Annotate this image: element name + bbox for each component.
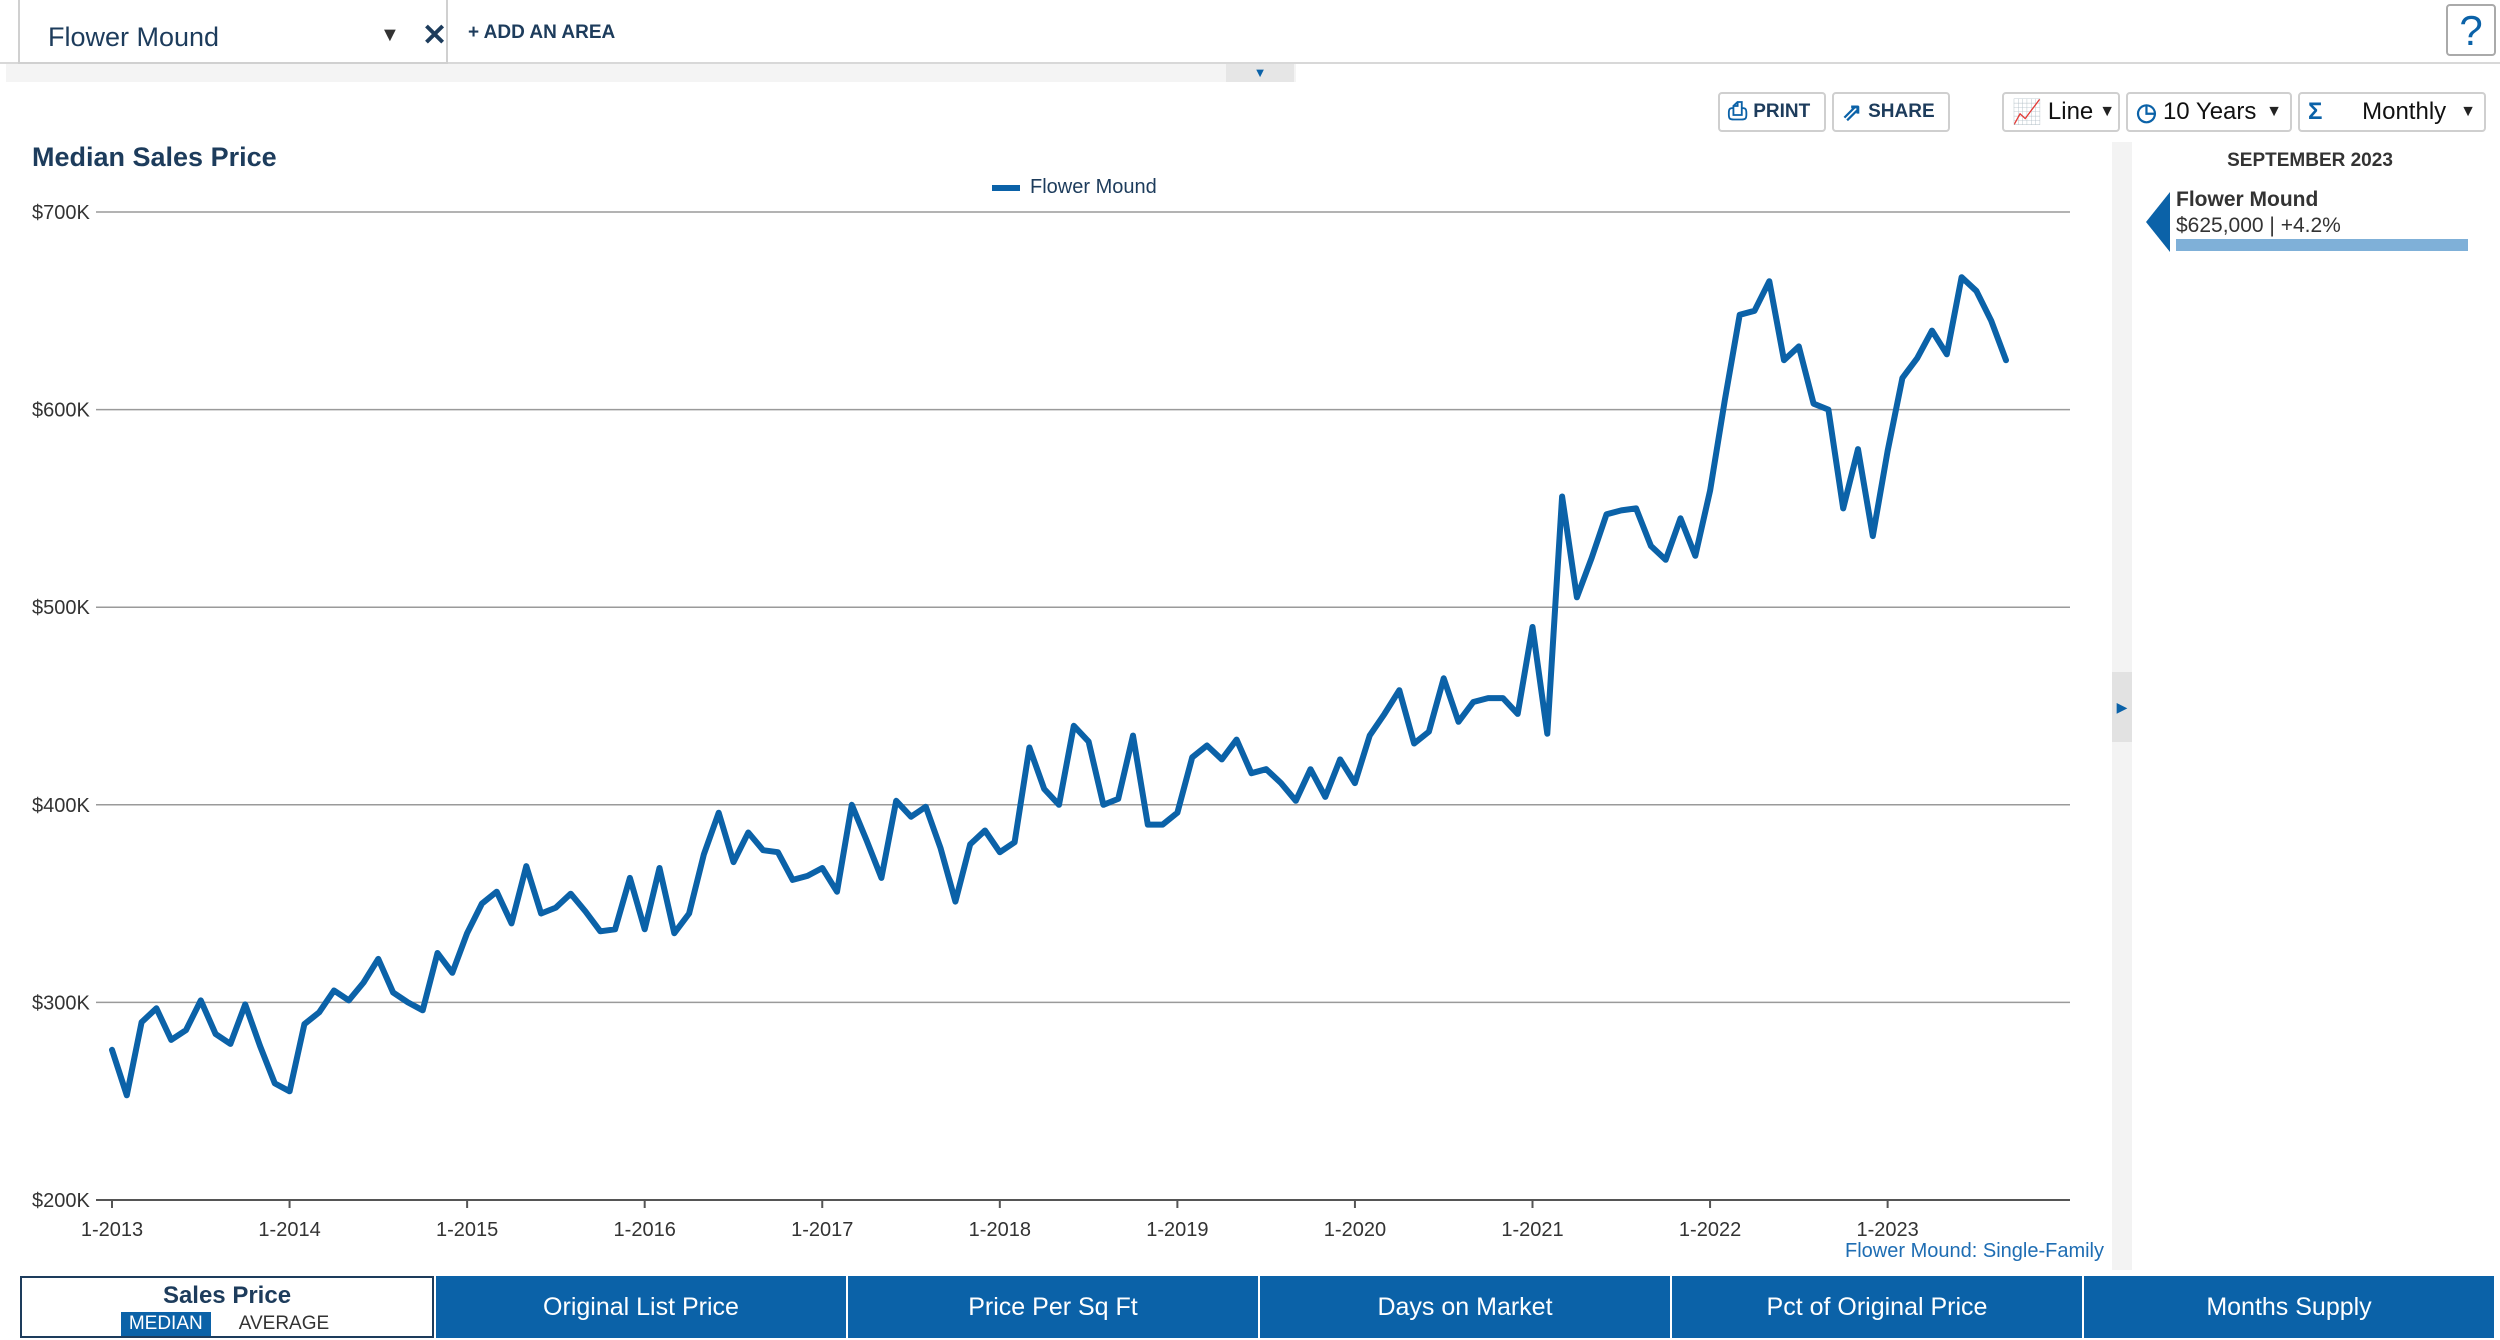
x-tick-label: 1-2016 [614, 1219, 676, 1241]
y-tick-label: $600K [32, 400, 90, 422]
print-label: PRINT [1753, 101, 1811, 122]
close-icon[interactable]: ✕ [422, 19, 448, 52]
interval-select[interactable]: Σ Monthly ▼ [2298, 92, 2486, 132]
expand-filters-toggle[interactable]: ▼ [1226, 64, 1294, 82]
tab-price-per-sq-ft[interactable]: Price Per Sq Ft [846, 1276, 1258, 1338]
x-tick-label: 1-2015 [436, 1219, 498, 1241]
side-panel-area: Flower Mound [2176, 188, 2319, 211]
interval-value: Monthly [2362, 98, 2447, 125]
y-tick-label: $400K [32, 795, 90, 817]
chevron-down-icon: ▼ [2099, 103, 2116, 120]
filter-strip [6, 64, 1296, 82]
series-line-flower-mound [109, 274, 2009, 1099]
chart-type-select[interactable]: 📈 Line ▼ [2002, 92, 2120, 132]
side-panel-toggle-strip: ▶ [2112, 142, 2132, 1270]
y-tick-label: $300K [32, 992, 90, 1014]
tab-days-on-market[interactable]: Days on Market [1258, 1276, 1670, 1338]
chevron-down-icon[interactable]: ▼ [380, 24, 400, 46]
area-name: Flower Mound [48, 22, 220, 52]
chevron-down-icon: ▼ [2266, 103, 2282, 120]
x-tick-label: 1-2018 [969, 1219, 1031, 1241]
side-panel-bar [2176, 239, 2468, 251]
x-tick-label: 1-2019 [1146, 1219, 1208, 1241]
metric-tabs: Sales Price MEDIAN AVERAGE Original List… [20, 1276, 2494, 1338]
share-label: SHARE [1868, 101, 1935, 122]
area-selector[interactable]: Flower Mound ▼ ✕ [18, 0, 448, 64]
chart-type-value: Line [2047, 98, 2094, 125]
chart-footnote: Flower Mound: Single-Family [1845, 1240, 2104, 1262]
side-panel-pointer-icon [2146, 192, 2170, 252]
chevron-down-icon: ▼ [2460, 103, 2476, 120]
legend-swatch [992, 184, 1020, 191]
chevron-right-icon[interactable]: ▶ [2112, 672, 2132, 742]
chevron-down-icon: ▼ [1253, 65, 1267, 80]
x-tick-label: 1-2021 [1501, 1219, 1563, 1241]
x-tick-label: 1-2017 [791, 1219, 853, 1241]
printer-icon: ⎙ [1728, 98, 1748, 125]
legend-label: Flower Mound [1030, 176, 1157, 198]
tab-label: Sales Price [162, 1282, 292, 1309]
clock-icon: ◷ [2136, 98, 2157, 126]
average-toggle[interactable]: AVERAGE [238, 1313, 330, 1334]
x-tick-label: 1-2013 [81, 1219, 143, 1241]
chart-legend[interactable]: Flower Mound [992, 176, 1157, 199]
time-range-select[interactable]: ◷ 10 Years ▼ [2126, 92, 2292, 132]
top-bar: Flower Mound ▼ ✕ + ADD AN AREA ? [0, 0, 2500, 64]
y-tick-label: $500K [32, 597, 90, 619]
line-chart-icon: 📈 [2012, 98, 2042, 126]
add-area-button[interactable]: + ADD AN AREA [468, 22, 616, 43]
time-range-value: 10 Years [2162, 98, 2257, 125]
tab-sales-price[interactable]: Sales Price MEDIAN AVERAGE [20, 1276, 434, 1338]
side-panel-date: SEPTEMBER 2023 [2227, 150, 2393, 171]
x-tick-label: 1-2022 [1679, 1219, 1741, 1241]
chart-title: Median Sales Price [32, 142, 277, 172]
print-button[interactable]: ⎙ PRINT [1718, 92, 1826, 132]
sigma-icon: Σ [2308, 98, 2323, 125]
tab-pct-of-original-price[interactable]: Pct of Original Price [1670, 1276, 2082, 1338]
x-tick-label: 1-2014 [258, 1219, 320, 1241]
share-button[interactable]: ⇗ SHARE [1832, 92, 1950, 132]
y-tick-label: $700K [32, 202, 90, 224]
side-panel-value: $625,000 | +4.2% [2176, 214, 2341, 237]
tab-months-supply[interactable]: Months Supply [2082, 1276, 2494, 1338]
share-icon: ⇗ [1842, 98, 1863, 126]
tab-original-list-price[interactable]: Original List Price [434, 1276, 846, 1338]
x-tick-label: 1-2023 [1856, 1219, 1918, 1241]
y-tick-label: $200K [32, 1190, 90, 1212]
median-toggle[interactable]: MEDIAN [120, 1312, 211, 1336]
help-button[interactable]: ? [2446, 4, 2496, 56]
x-tick-label: 1-2020 [1324, 1219, 1386, 1241]
